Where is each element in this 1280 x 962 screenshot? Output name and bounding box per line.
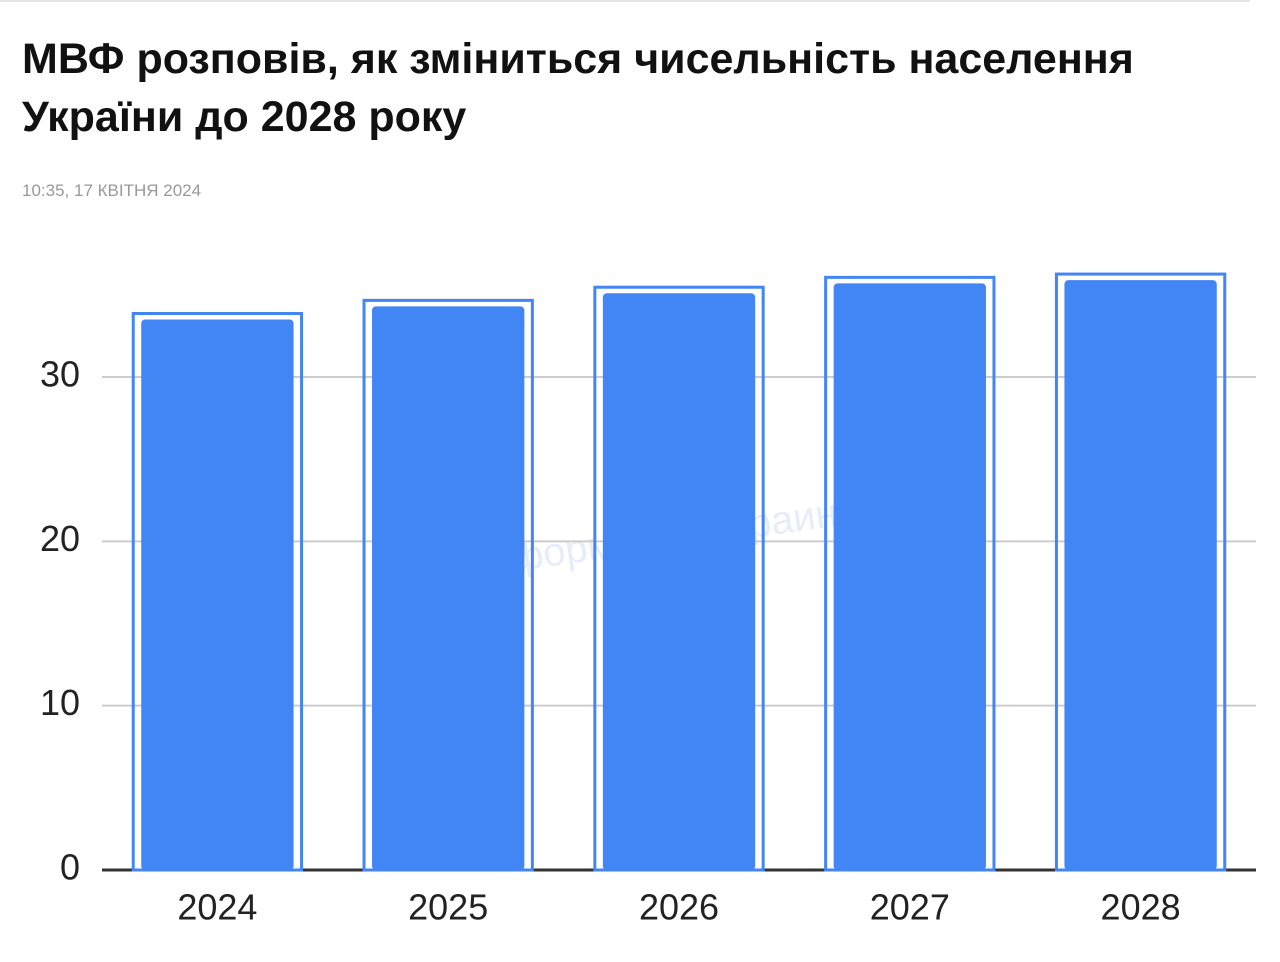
- y-tick-label: 10: [40, 682, 80, 723]
- x-tick-label: 2028: [1101, 887, 1181, 928]
- bar: [602, 293, 756, 870]
- x-tick-label: 2024: [177, 887, 257, 928]
- bar: [372, 306, 525, 870]
- bar: [141, 319, 294, 870]
- y-tick-label: 30: [40, 354, 80, 395]
- bar: [1064, 280, 1217, 870]
- x-tick-label: 2026: [639, 887, 719, 928]
- article-date: 10:35, 17 КВІТНЯ 2024: [22, 181, 202, 200]
- x-tick-label: 2027: [870, 887, 950, 928]
- bar: [833, 283, 986, 870]
- y-tick-label: 0: [60, 847, 80, 888]
- top-divider: [0, 0, 1250, 2]
- y-tick-label: 20: [40, 518, 80, 559]
- x-tick-label: 2025: [408, 887, 488, 928]
- article-title: МВФ розповів, як зміниться чисельність н…: [22, 35, 1134, 141]
